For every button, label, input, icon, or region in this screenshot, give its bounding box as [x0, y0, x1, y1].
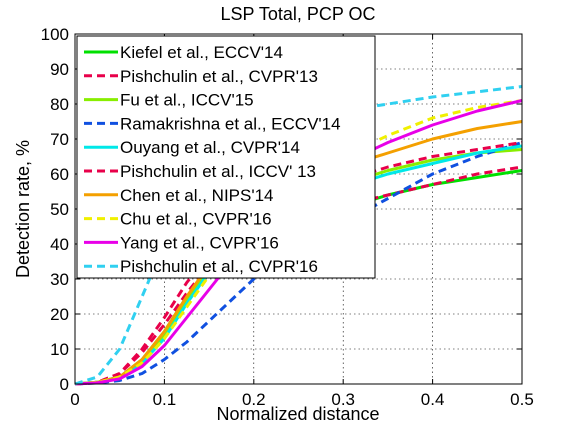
legend-items: Kiefel et al., ECCV'14 Pishchulin et al.,… [84, 43, 341, 276]
legend-label-4: Ramakrishna et al., ECCV'14 [120, 114, 341, 133]
y-tick-label: 80 [50, 95, 69, 114]
legend-label-8: Chu et al., CVPR'16 [120, 210, 272, 229]
series-line-8 [74, 99, 523, 386]
y-tick-label: 30 [50, 270, 69, 289]
x-tick-label: 0.3 [331, 390, 355, 409]
legend-label-9: Yang et al., CVPR'16 [120, 233, 279, 252]
y-tick-label: 60 [50, 165, 69, 184]
y-tick-label: 50 [50, 200, 69, 219]
y-axis-tick-labels: 0 10 20 30 40 50 60 70 80 90 100 [41, 25, 69, 394]
x-tick-label: 0 [70, 390, 79, 409]
y-tick-label: 10 [50, 340, 69, 359]
legend-label-7: Chen et al., NIPS'14 [120, 186, 274, 205]
y-tick-label: 70 [50, 130, 69, 149]
y-axis-label: Detection rate, % [13, 140, 33, 278]
y-tick-label: 0 [60, 375, 69, 394]
legend-label-6: Pishchulin et al., ICCV' 13 [120, 162, 316, 181]
chart-title: LSP Total, PCP OC [220, 4, 375, 24]
y-tick-label: 40 [50, 235, 69, 254]
legend-label-1: Kiefel et al., ECCV'14 [120, 43, 283, 62]
y-tick-label: 90 [50, 60, 69, 79]
y-tick-label: 20 [50, 305, 69, 324]
x-axis-tick-labels: 0 0.1 0.2 0.3 0.4 0.5 [70, 390, 534, 409]
legend: Kiefel et al., ECCV'14 Pishchulin et al.,… [76, 35, 376, 279]
legend-label-3: Fu et al., ICCV'15 [120, 91, 254, 110]
legend-label-2: Pishchulin et al., CVPR'13 [120, 67, 318, 86]
x-axis-label: Normalized distance [216, 404, 379, 424]
y-tick-label: 100 [41, 25, 69, 44]
x-tick-label: 0.1 [153, 390, 177, 409]
x-tick-label: 0.2 [242, 390, 266, 409]
x-tick-label: 0.4 [421, 390, 445, 409]
legend-box [76, 35, 376, 279]
series-line-4 [74, 141, 523, 386]
legend-label-5: Ouyang et al., CVPR'14 [120, 138, 300, 157]
legend-label-10: Pishchulin et al., CVPR'16 [120, 257, 318, 276]
x-tick-label: 0.5 [510, 390, 534, 409]
